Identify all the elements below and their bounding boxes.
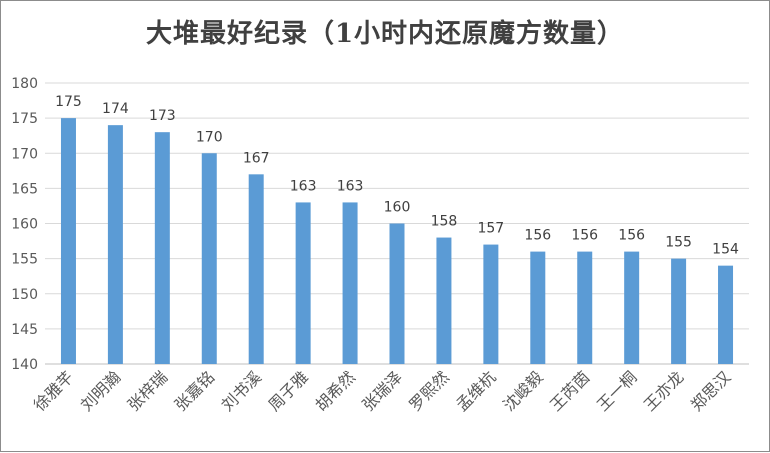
category-label: 刘书溪: [218, 367, 265, 414]
category-label: 张梓瑞: [124, 367, 171, 414]
data-label: 156: [524, 228, 551, 244]
data-label: 167: [243, 150, 270, 166]
category-label: 张瑞泽: [358, 367, 405, 414]
chart-title: 大堆最好纪录（1小时内还原魔方数量）: [145, 19, 625, 49]
y-tick-label: 150: [11, 287, 38, 303]
category-label: 郑思汉: [687, 367, 734, 414]
y-tick-label: 180: [11, 76, 38, 92]
y-tick-label: 160: [11, 217, 38, 233]
y-tick-label: 145: [11, 322, 38, 338]
bar: [295, 202, 311, 364]
category-label: 沈峻毅: [499, 367, 546, 414]
y-tick-label: 165: [11, 181, 38, 197]
bar: [154, 132, 170, 364]
bar: [671, 258, 687, 364]
category-label: 孟维杭: [452, 367, 499, 414]
data-label: 154: [712, 242, 739, 258]
bar: [483, 244, 499, 364]
bar: [201, 153, 217, 364]
y-tick-label: 170: [11, 146, 38, 162]
bar: [624, 251, 640, 364]
category-label: 王一桐: [593, 367, 640, 414]
bar: [530, 251, 546, 364]
bar: [342, 202, 358, 364]
y-tick-label: 155: [11, 252, 38, 268]
bar: [60, 118, 76, 364]
category-label: 周子雅: [265, 367, 312, 414]
y-tick-label: 175: [11, 111, 38, 127]
data-label: 175: [55, 94, 82, 110]
data-label: 158: [431, 214, 458, 230]
category-label: 张嘉铭: [171, 367, 218, 414]
data-label: 156: [571, 228, 598, 244]
bar: [107, 125, 123, 365]
bar: [718, 265, 734, 364]
category-label: 王芮茵: [546, 367, 593, 414]
data-label: 155: [665, 235, 692, 251]
data-label: 174: [102, 101, 129, 117]
data-label: 170: [196, 129, 223, 145]
y-tick-label: 140: [11, 357, 38, 373]
bar: [389, 223, 405, 364]
bar: [248, 174, 264, 364]
bar: [577, 251, 593, 364]
category-label: 刘明瀚: [77, 367, 124, 414]
category-label: 王亦龙: [640, 367, 687, 414]
data-label: 156: [618, 228, 645, 244]
bar: [436, 237, 452, 364]
category-label: 徐雅芊: [30, 367, 77, 414]
data-label: 173: [149, 108, 176, 124]
data-label: 163: [290, 178, 317, 194]
category-label: 胡希然: [312, 367, 359, 414]
data-label: 160: [384, 200, 411, 216]
data-label: 163: [337, 178, 364, 194]
category-label: 罗熙然: [405, 367, 452, 414]
data-label: 157: [477, 221, 504, 237]
